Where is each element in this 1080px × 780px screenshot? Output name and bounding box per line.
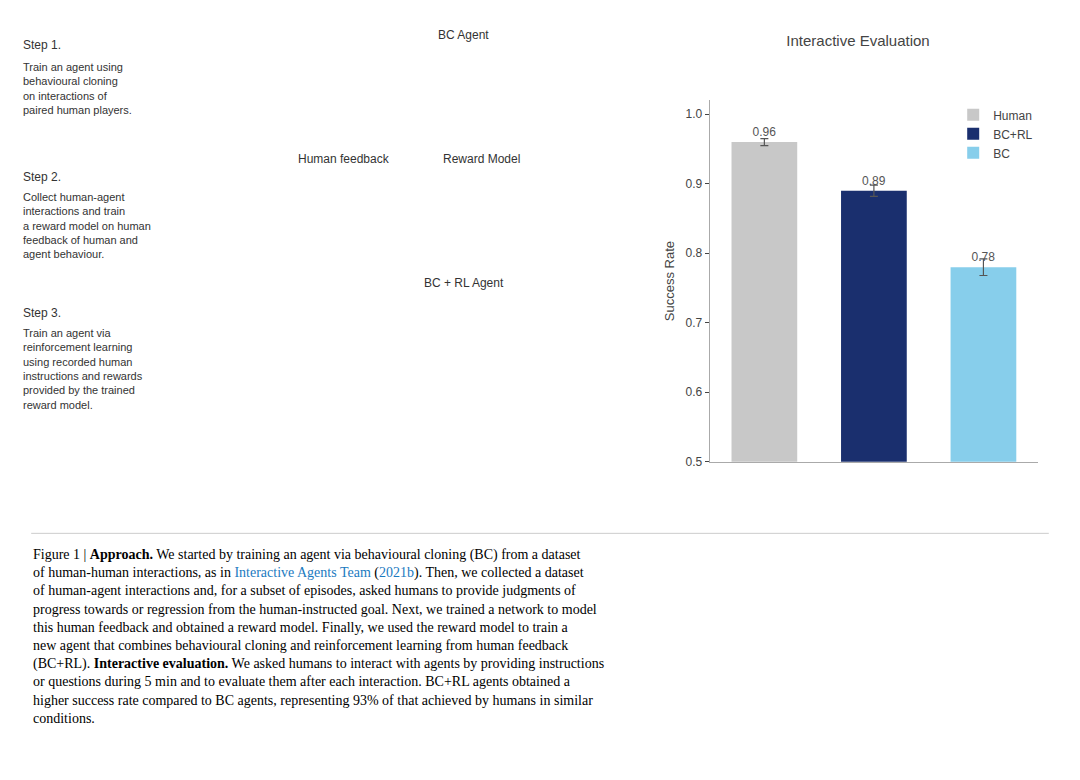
svg-text:1.0: 1.0 <box>686 107 703 121</box>
svg-text:Interactive Evaluation: Interactive Evaluation <box>786 32 929 49</box>
svg-text:0.96: 0.96 <box>753 125 777 139</box>
svg-text:0.6: 0.6 <box>686 385 703 399</box>
svg-text:0.78: 0.78 <box>972 250 996 264</box>
svg-text:Human feedback: Human feedback <box>298 152 390 166</box>
svg-text:BC + RL Agent: BC + RL Agent <box>424 276 504 290</box>
svg-text:Collect human-agentinteraction: Collect human-agentinteractions and trai… <box>23 191 151 260</box>
svg-text:Success Rate: Success Rate <box>662 241 677 321</box>
svg-text:BC Agent: BC Agent <box>438 28 489 42</box>
svg-text:0.89: 0.89 <box>862 174 886 188</box>
svg-text:Step 2.: Step 2. <box>23 170 61 184</box>
svg-text:BC: BC <box>993 147 1010 161</box>
svg-text:BC+RL: BC+RL <box>993 128 1032 142</box>
svg-text:0.8: 0.8 <box>686 246 703 260</box>
svg-text:Figure 1 | Approach. We starte: Figure 1 | Approach. We started by train… <box>33 547 604 726</box>
svg-text:Train an agent viareinforcemen: Train an agent viareinforcement learning… <box>23 327 143 411</box>
svg-text:Step 1.: Step 1. <box>23 38 61 52</box>
svg-text:0.9: 0.9 <box>686 177 703 191</box>
svg-text:0.7: 0.7 <box>686 316 703 330</box>
svg-text:Human: Human <box>993 109 1032 123</box>
svg-text:Reward Model: Reward Model <box>443 152 520 166</box>
svg-text:Step 3.: Step 3. <box>23 306 61 320</box>
svg-text:0.5: 0.5 <box>686 455 703 469</box>
svg-text:Train an agent usingbehavioura: Train an agent usingbehavioural cloningo… <box>23 61 132 116</box>
